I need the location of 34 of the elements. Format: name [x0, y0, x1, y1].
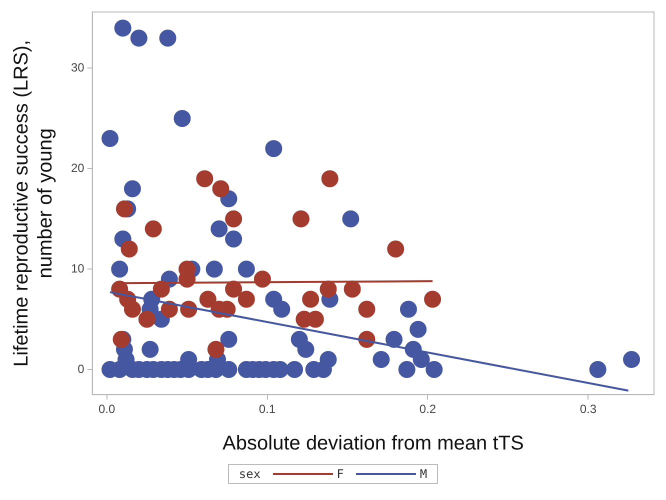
point	[387, 240, 404, 258]
point	[144, 220, 162, 238]
legend-title: sex	[238, 467, 261, 481]
y-tick-label: 10	[70, 261, 85, 276]
point	[138, 310, 156, 328]
y-tick-label: 0	[78, 362, 85, 376]
point	[196, 170, 214, 188]
legend-label: F	[336, 467, 344, 481]
point	[320, 280, 337, 298]
point	[302, 290, 320, 308]
point	[116, 200, 133, 218]
y-tick-label: 20	[70, 160, 85, 175]
point	[321, 170, 338, 188]
point	[199, 290, 216, 308]
x-tick-label: 0.2	[419, 402, 436, 416]
x-tick-label: 0.1	[258, 402, 276, 416]
point	[225, 280, 242, 298]
point	[358, 300, 376, 318]
point	[238, 290, 255, 308]
point	[225, 210, 242, 228]
y-tick-label: 30	[70, 60, 85, 75]
point	[292, 210, 310, 228]
x-tick-label: 0.0	[98, 402, 116, 416]
x-tick-label: 0.3	[580, 402, 597, 416]
legend-label: M	[420, 467, 428, 481]
y-axis-title: Lifetime reproductive success (LRS), number of young	[10, 40, 57, 367]
x-axis-title: Absolute deviation from mean tTS	[222, 432, 524, 455]
point	[120, 240, 138, 258]
point	[212, 180, 230, 198]
point	[424, 290, 442, 308]
point	[344, 280, 361, 298]
point	[207, 340, 224, 358]
point	[152, 280, 170, 298]
point	[124, 300, 141, 318]
